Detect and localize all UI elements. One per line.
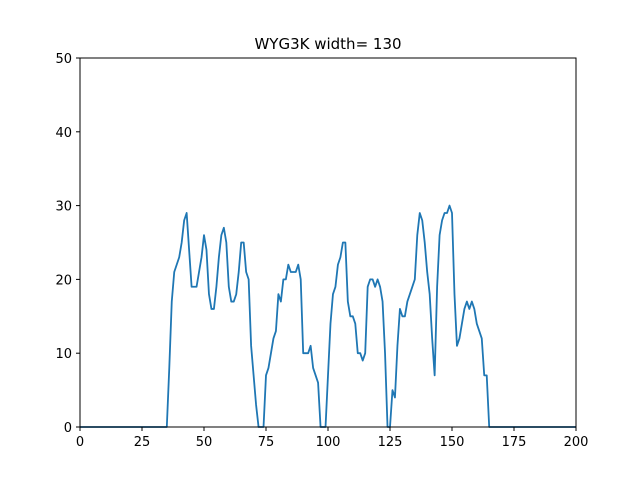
x-tick-label: 75 [258, 435, 275, 450]
y-tick-label: 10 [55, 347, 72, 362]
x-tick-label: 125 [378, 435, 403, 450]
y-tick-label: 50 [55, 52, 72, 67]
y-tick-label: 30 [55, 200, 72, 215]
x-tick-label: 175 [502, 435, 527, 450]
y-axis: 0 10 20 30 40 50 [55, 52, 80, 436]
y-tick-label: 40 [55, 126, 72, 141]
x-tick-label: 50 [196, 435, 213, 450]
y-tick-label: 20 [55, 273, 72, 288]
x-tick-label: 25 [134, 435, 151, 450]
x-tick-label: 200 [564, 435, 589, 450]
x-axis: 0 25 50 75 100 125 150 175 200 [76, 427, 589, 450]
x-tick-label: 150 [440, 435, 465, 450]
y-tick-label: 0 [64, 421, 72, 436]
chart-title: WYG3K width= 130 [254, 35, 401, 53]
x-tick-label: 100 [316, 435, 341, 450]
data-series-group [80, 204, 576, 428]
x-tick-label: 0 [76, 435, 84, 450]
series-line [80, 204, 576, 428]
